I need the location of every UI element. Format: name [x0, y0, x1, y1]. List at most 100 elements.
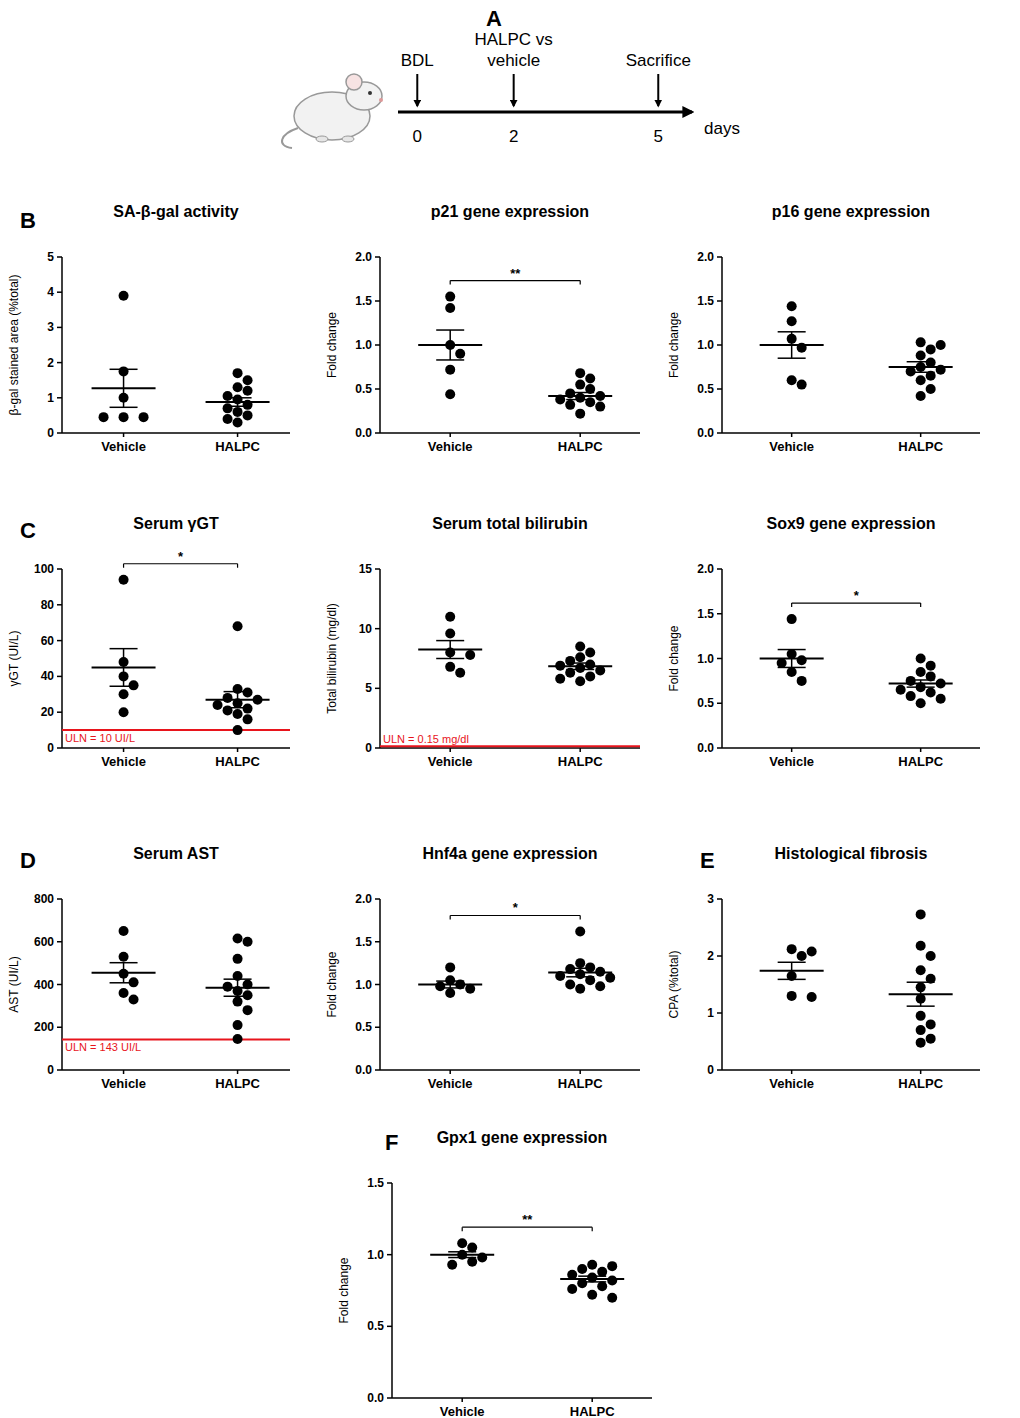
data-point [233, 725, 243, 735]
data-point [575, 642, 585, 652]
plot-area [418, 292, 612, 419]
data-point [445, 628, 455, 638]
y-tick-label: 3 [707, 892, 714, 906]
y-axis [61, 569, 63, 748]
sem-bar [449, 981, 451, 988]
x-tick [791, 748, 793, 752]
data-point [457, 1238, 467, 1248]
y-tick-label: 2.0 [355, 892, 372, 906]
y-tick-label: 15 [359, 562, 373, 576]
y-tick [375, 1069, 380, 1071]
sem-bar [237, 398, 239, 406]
sem-cap [436, 359, 464, 361]
plot-area [418, 926, 615, 998]
data-point [467, 1257, 477, 1267]
significance-bracket [450, 915, 451, 919]
x-tick [123, 748, 125, 752]
y-axis-label: γGT (UI/L) [7, 631, 21, 687]
reference-line [62, 1038, 290, 1040]
data-point [597, 1281, 607, 1291]
chart-title: Serum AST [133, 845, 219, 862]
panel-letter: E [700, 848, 715, 873]
chart-title: Hnf4a gene expression [422, 845, 597, 862]
y-tick-label: 4 [47, 285, 54, 299]
y-tick [57, 327, 62, 329]
data-point [797, 655, 807, 665]
data-point [575, 958, 585, 968]
y-tick [375, 941, 380, 943]
data-point [567, 1284, 577, 1294]
data-point [243, 688, 253, 698]
data-point [455, 668, 465, 678]
data-point [916, 965, 926, 975]
sem-bar [920, 982, 922, 1006]
sem-cap [778, 649, 806, 651]
chart-title: Serum total bilirubin [432, 515, 588, 532]
x-axis [722, 432, 980, 434]
data-point [787, 667, 797, 677]
sem-bar [579, 968, 581, 977]
data-point [243, 714, 253, 724]
time-tick-label: 5 [654, 127, 663, 146]
sem-bar [791, 332, 793, 358]
y-tick [57, 291, 62, 293]
data-point [243, 386, 253, 396]
data-point [575, 368, 585, 378]
y-axis-label: Total bilirubin (mg/dl) [325, 603, 339, 714]
y-tick-label: 400 [34, 978, 54, 992]
sem-cap [566, 392, 594, 394]
chart-title: Gpx1 gene expression [437, 1129, 608, 1146]
data-point [807, 946, 817, 956]
y-tick-label: 2.0 [697, 562, 714, 576]
data-point [916, 375, 926, 385]
chart-title: Serum γGT [133, 515, 219, 532]
panel-letter: A [486, 6, 502, 31]
significance-label: ** [510, 266, 521, 281]
y-tick [717, 256, 722, 258]
y-tick-label: 5 [47, 250, 54, 264]
y-tick-label: 200 [34, 1020, 54, 1034]
data-point [233, 621, 243, 631]
y-tick-label: 0 [47, 426, 54, 440]
x-tick [449, 748, 451, 752]
x-tick [123, 1070, 125, 1074]
data-point [233, 1034, 243, 1044]
chart-title: SA-β-gal activity [113, 203, 238, 220]
sem-cap [907, 1005, 935, 1007]
data-point [243, 990, 253, 1000]
y-tick [57, 747, 62, 749]
sem-bar [461, 1252, 463, 1258]
y-tick-label: 0.0 [367, 1391, 384, 1405]
x-tick-label: Vehicle [428, 439, 473, 454]
x-tick-label: Vehicle [101, 754, 146, 769]
y-tick-label: 60 [41, 634, 55, 648]
y-axis-label: Fold change [325, 951, 339, 1017]
event-arrow [657, 74, 659, 106]
y-axis-label: AST (UI/L) [7, 956, 21, 1012]
y-tick-label: 1.0 [355, 338, 372, 352]
y-axis [721, 899, 723, 1070]
y-axis-label: β-gal stained area (%total) [7, 275, 21, 416]
y-tick [57, 256, 62, 258]
data-point [565, 656, 575, 666]
y-tick [57, 1069, 62, 1071]
sem-cap [110, 685, 138, 687]
data-point [233, 1020, 243, 1030]
y-tick [717, 955, 722, 957]
sem-cap [110, 369, 138, 371]
y-axis [61, 257, 63, 433]
x-tick-label: Vehicle [769, 439, 814, 454]
significance-label: * [854, 588, 860, 603]
data-point [787, 301, 797, 311]
y-tick [57, 604, 62, 606]
plot-area [760, 909, 953, 1047]
event-label: BDL [401, 51, 434, 70]
data-point [787, 316, 797, 326]
time-tick-label: 0 [413, 127, 422, 146]
data-point [916, 909, 926, 919]
data-point [223, 693, 233, 703]
data-point [445, 303, 455, 313]
x-tick [591, 1398, 593, 1402]
y-tick-label: 0.5 [697, 696, 714, 710]
data-point [119, 689, 129, 699]
